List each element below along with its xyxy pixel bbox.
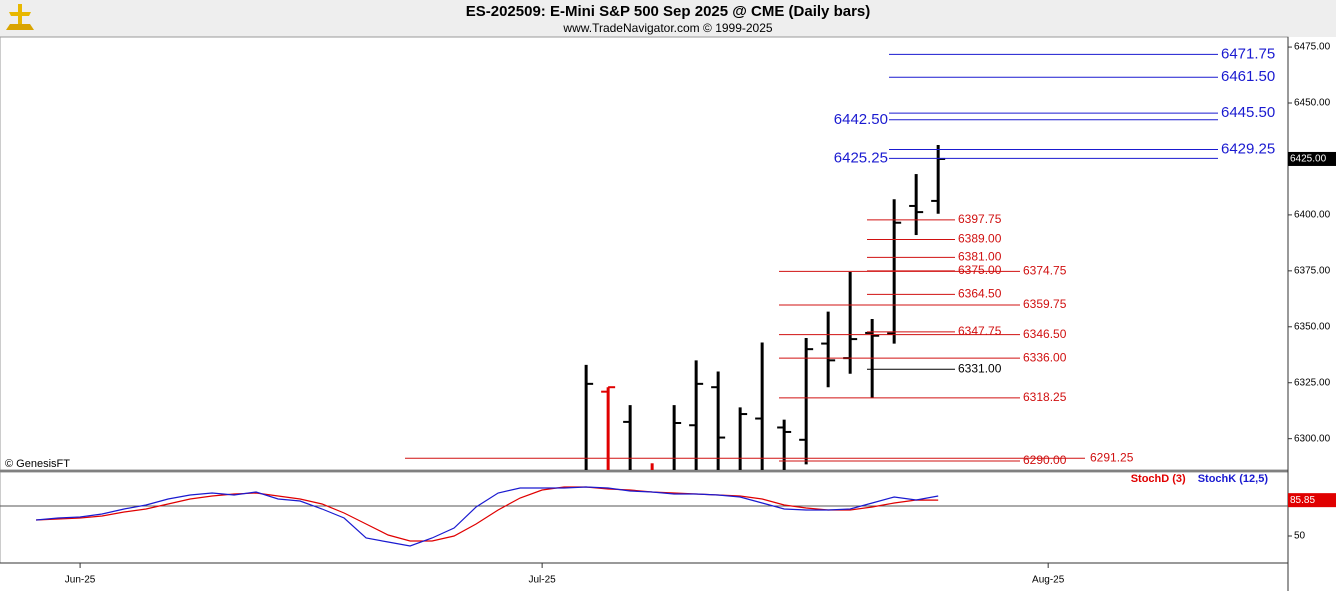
level-label: 6290.00 bbox=[1023, 453, 1067, 467]
level-label: 6425.25 bbox=[834, 149, 888, 166]
last-value-box bbox=[1288, 493, 1336, 508]
y-tick-label: 6450.00 bbox=[1294, 98, 1331, 109]
chart-subtitle: www.TradeNavigator.com © 1999-2025 bbox=[562, 21, 772, 35]
y-tick-label: 6300.00 bbox=[1294, 433, 1331, 444]
level-label: 6331.00 bbox=[958, 361, 1002, 375]
level-label: 6397.75 bbox=[958, 212, 1002, 226]
level-label: 6374.75 bbox=[1023, 264, 1067, 278]
x-tick-label: Jul-25 bbox=[529, 575, 557, 586]
last-price-label: 6425.00 bbox=[1290, 154, 1327, 165]
stoch-panel bbox=[0, 471, 1289, 564]
y-tick-label: 6350.00 bbox=[1294, 321, 1331, 332]
logo bbox=[6, 4, 34, 30]
level-label: 6347.75 bbox=[958, 324, 1002, 338]
level-label: 6461.50 bbox=[1221, 68, 1275, 85]
level-label: 6471.75 bbox=[1221, 45, 1275, 62]
header bbox=[0, 0, 1336, 37]
last-value-label: 85.85 bbox=[1290, 495, 1315, 506]
level-label: 6291.25 bbox=[1090, 450, 1134, 464]
level-label: 6429.25 bbox=[1221, 140, 1275, 157]
price-panel bbox=[0, 36, 1289, 471]
level-label: 6445.50 bbox=[1221, 104, 1275, 121]
y-tick-label: 50 bbox=[1294, 531, 1306, 542]
y-tick-label: 6375.00 bbox=[1294, 265, 1331, 276]
chart-title: ES-202509: E-Mini S&P 500 Sep 2025 @ CME… bbox=[466, 3, 871, 20]
level-label: 6389.00 bbox=[958, 232, 1002, 246]
level-label: 6346.50 bbox=[1023, 327, 1067, 341]
level-label: 6381.00 bbox=[958, 250, 1002, 264]
level-label: 6359.75 bbox=[1023, 297, 1067, 311]
bars bbox=[584, 144, 946, 470]
level-label: 6375.00 bbox=[958, 263, 1002, 277]
legend-label: StochD (3) bbox=[1131, 473, 1186, 485]
stoch-line bbox=[36, 486, 939, 542]
y-tick-label: 6325.00 bbox=[1294, 377, 1331, 388]
stoch-line bbox=[36, 486, 939, 547]
level-label: 6318.25 bbox=[1023, 390, 1067, 404]
legend-label: StochK (12,5) bbox=[1198, 473, 1269, 485]
y-tick-label: 6475.00 bbox=[1294, 42, 1331, 53]
level-label: 6364.50 bbox=[958, 287, 1002, 301]
level-label: 6336.00 bbox=[1023, 350, 1067, 364]
last-price-box bbox=[1288, 151, 1336, 166]
x-tick-label: Jun-25 bbox=[65, 575, 96, 586]
y-tick-label: 6400.00 bbox=[1294, 210, 1331, 221]
level-label: 6442.50 bbox=[834, 111, 888, 128]
watermark: © GenesisFT bbox=[5, 458, 70, 470]
x-tick-label: Aug-25 bbox=[1032, 575, 1065, 586]
